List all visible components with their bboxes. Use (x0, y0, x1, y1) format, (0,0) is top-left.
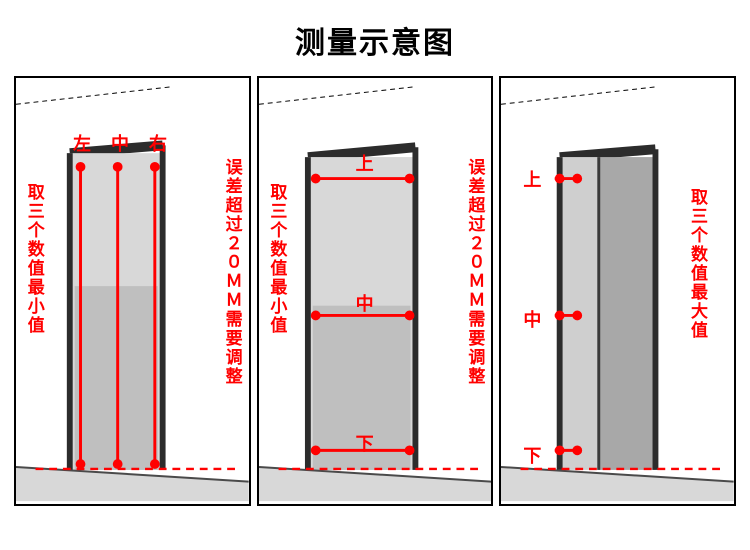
p3-right-note: 取三个数值最大值 (687, 188, 706, 340)
panel-2-scene (259, 78, 492, 504)
panels-row: 取三个数值最小值 误差超过２０ＭＭ需要调整 左 中 右 取三个数值最小值 (0, 76, 750, 506)
p2-label-top: 上 (356, 150, 374, 176)
panel-1-scene (16, 78, 249, 504)
panel-2: 取三个数值最小值 误差超过２０ＭＭ需要调整 上 中 下 (257, 76, 494, 506)
p2-label-mid: 中 (356, 290, 374, 316)
p2-label-bot: 下 (356, 430, 374, 456)
p1-label-mid: 中 (111, 130, 129, 156)
panel-3: 取三个数值最大值 上 中 下 (499, 76, 736, 506)
p3-label-mid: 中 (523, 306, 541, 332)
p2-right-note: 误差超过２０ＭＭ需要调整 (465, 158, 484, 386)
page-title: 测量示意图 (0, 0, 750, 76)
p3-label-top: 上 (523, 166, 541, 192)
panel-1: 取三个数值最小值 误差超过２０ＭＭ需要调整 左 中 右 (14, 76, 251, 506)
p1-label-right: 右 (149, 130, 167, 156)
p1-right-note: 误差超过２０ＭＭ需要调整 (222, 158, 241, 386)
p2-left-note: 取三个数值最小值 (267, 183, 286, 335)
p1-left-note: 取三个数值最小值 (24, 183, 43, 335)
p3-label-bot: 下 (523, 442, 541, 468)
p1-label-left: 左 (73, 130, 91, 156)
